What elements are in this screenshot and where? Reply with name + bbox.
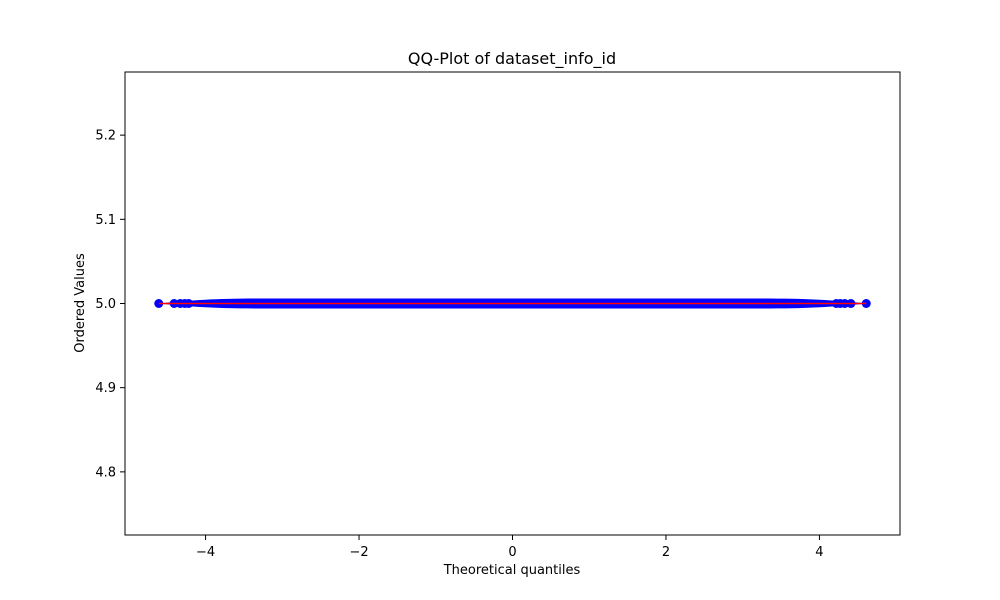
y-axis: 4.8 4.9 5.0 5.1 5.2 — [95, 129, 125, 480]
y-tick-label: 5.1 — [95, 213, 116, 228]
chart-title: QQ-Plot of dataset_info_id — [408, 49, 616, 69]
y-tick-label: 5.0 — [95, 297, 116, 312]
y-tick-label: 4.8 — [95, 465, 116, 480]
y-tick-label: 5.2 — [95, 129, 116, 144]
data-layer — [154, 298, 871, 309]
y-axis-label: Ordered Values — [73, 253, 88, 353]
x-tick-label: 4 — [815, 545, 823, 560]
x-axis-label: Theoretical quantiles — [443, 563, 581, 578]
y-tick-label: 4.9 — [95, 381, 116, 396]
x-tick-label: −2 — [349, 545, 368, 560]
x-tick-label: 0 — [508, 545, 516, 560]
x-tick-label: −4 — [196, 545, 215, 560]
x-axis: −4 −2 0 2 4 — [196, 535, 824, 560]
x-tick-label: 2 — [662, 545, 670, 560]
